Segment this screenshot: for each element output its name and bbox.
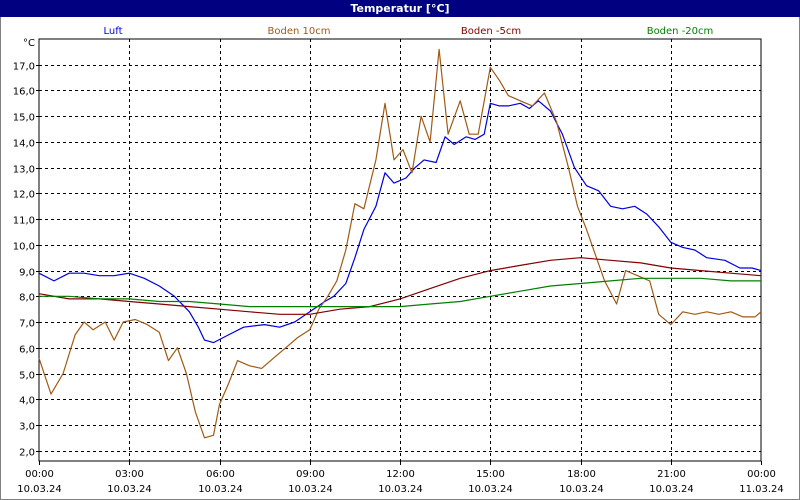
x-tick-label-date: 10.03.24	[378, 484, 423, 495]
x-tick-label-date: 10.03.24	[559, 484, 604, 495]
y-tick-label: 11,0	[13, 216, 35, 227]
y-tick-label: 9,0	[19, 268, 35, 279]
x-tick-label-date: 10.03.24	[107, 484, 152, 495]
y-tick-label: 7,0	[19, 319, 35, 330]
y-tick-label: 5,0	[19, 371, 35, 382]
x-tick-label-time: 00:00	[747, 469, 776, 480]
legend-entry: Boden 10cm	[268, 26, 331, 37]
y-tick-label: 17,0	[13, 62, 35, 73]
chart-title: Temperatur [°C]	[0, 0, 800, 17]
x-tick-label-time: 12:00	[386, 469, 415, 480]
y-tick-label: 6,0	[19, 345, 35, 356]
y-tick-label: 2,0	[19, 448, 35, 459]
y-tick-label: 10,0	[13, 242, 35, 253]
y-tick-label: 14,0	[13, 139, 35, 150]
y-axis-label: °C	[23, 38, 35, 49]
x-tick-label-date: 10.03.24	[288, 484, 333, 495]
x-tick-label-date: 10.03.24	[17, 484, 62, 495]
legend-entry: Boden -5cm	[461, 26, 521, 37]
x-tick-label-time: 21:00	[657, 469, 686, 480]
y-tick-label: 12,0	[13, 190, 35, 201]
y-tick-label: 13,0	[13, 165, 35, 176]
y-tick-label: 8,0	[19, 293, 35, 304]
legend-entry: Luft	[104, 26, 123, 37]
y-tick-label: 4,0	[19, 396, 35, 407]
y-tick-label: 16,0	[13, 87, 35, 98]
x-tick-label-date: 10.03.24	[649, 484, 694, 495]
x-tick-label-time: 15:00	[476, 469, 505, 480]
y-tick-label: 3,0	[19, 422, 35, 433]
series-line-luft	[38, 100, 762, 344]
legend-entry: Boden -20cm	[647, 26, 714, 37]
x-tick-label-date: 10.03.24	[468, 484, 513, 495]
series-line-boden-20cm	[39, 277, 761, 308]
x-tick-label-time: 18:00	[567, 469, 596, 480]
y-tick-label: 15,0	[13, 113, 35, 124]
x-tick-label-time: 06:00	[206, 469, 235, 480]
x-tick-label-time: 03:00	[115, 469, 144, 480]
series-line-boden-5cm	[38, 257, 762, 315]
x-tick-label-time: 09:00	[296, 469, 325, 480]
x-tick-label-date: 11.03.24	[739, 484, 784, 495]
series-line-boden-10cm	[38, 48, 762, 439]
x-tick-label-time: 00:00	[25, 469, 54, 480]
x-tick-label-date: 10.03.24	[198, 484, 243, 495]
